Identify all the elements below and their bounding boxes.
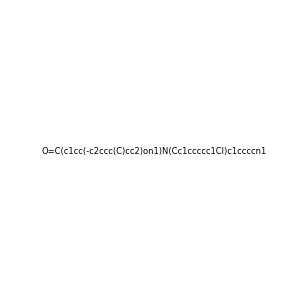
Text: O=C(c1cc(-c2ccc(C)cc2)on1)N(Cc1ccccc1Cl)c1ccccn1: O=C(c1cc(-c2ccc(C)cc2)on1)N(Cc1ccccc1Cl)… [41, 147, 266, 156]
